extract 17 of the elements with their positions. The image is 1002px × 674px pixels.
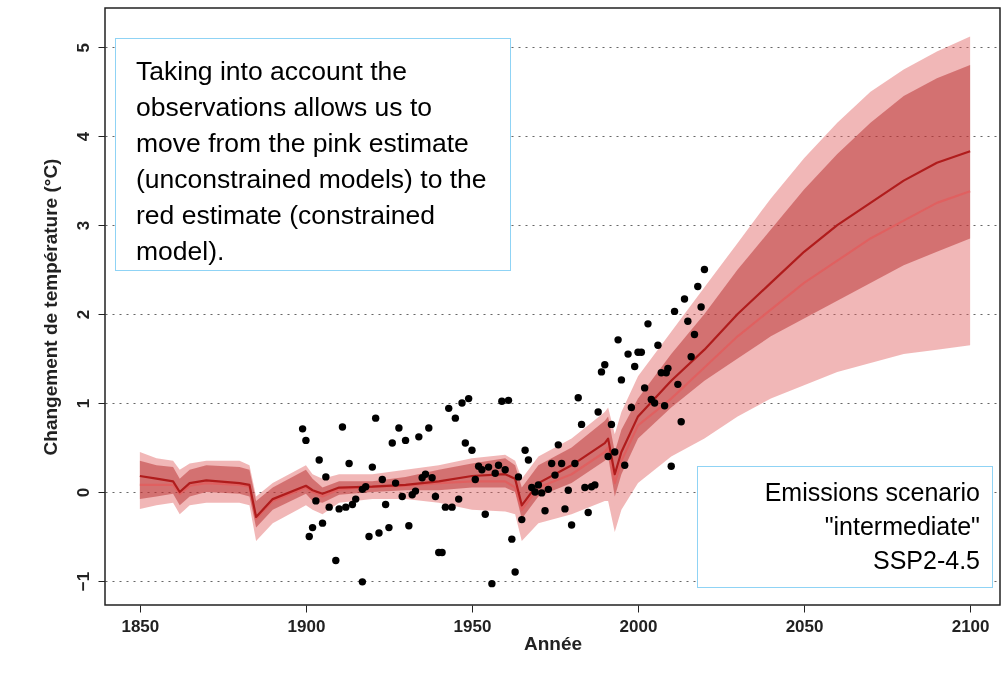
x-tick-label: 1850 [121, 616, 160, 636]
x-tick-label: 2100 [951, 616, 990, 636]
y-tick-label: −1 [73, 571, 93, 592]
y-tick-label: 5 [73, 42, 93, 53]
y-tick-label: 4 [73, 131, 93, 142]
text-box: Taking into account the observations allows us to move from the pink estimate (unconstrained models) to the red estimate (constrained model). [115, 38, 511, 271]
x-tick-label: 2000 [619, 616, 658, 636]
y-tick-label: 3 [73, 220, 93, 231]
y-tick-label: 2 [73, 309, 93, 320]
x-tick-label: 2050 [785, 616, 824, 636]
x-tick-label: 1900 [287, 616, 326, 636]
y-tick-label: 0 [73, 487, 93, 498]
y-axis-title: Changement de température (°C) [39, 158, 61, 456]
x-axis-title: Année [523, 632, 583, 654]
y-tick-label: 1 [73, 398, 93, 409]
x-tick-label: 1950 [453, 616, 492, 636]
text-box: Emissions scenario "intermediate" SSP2-4.5 [697, 466, 993, 588]
